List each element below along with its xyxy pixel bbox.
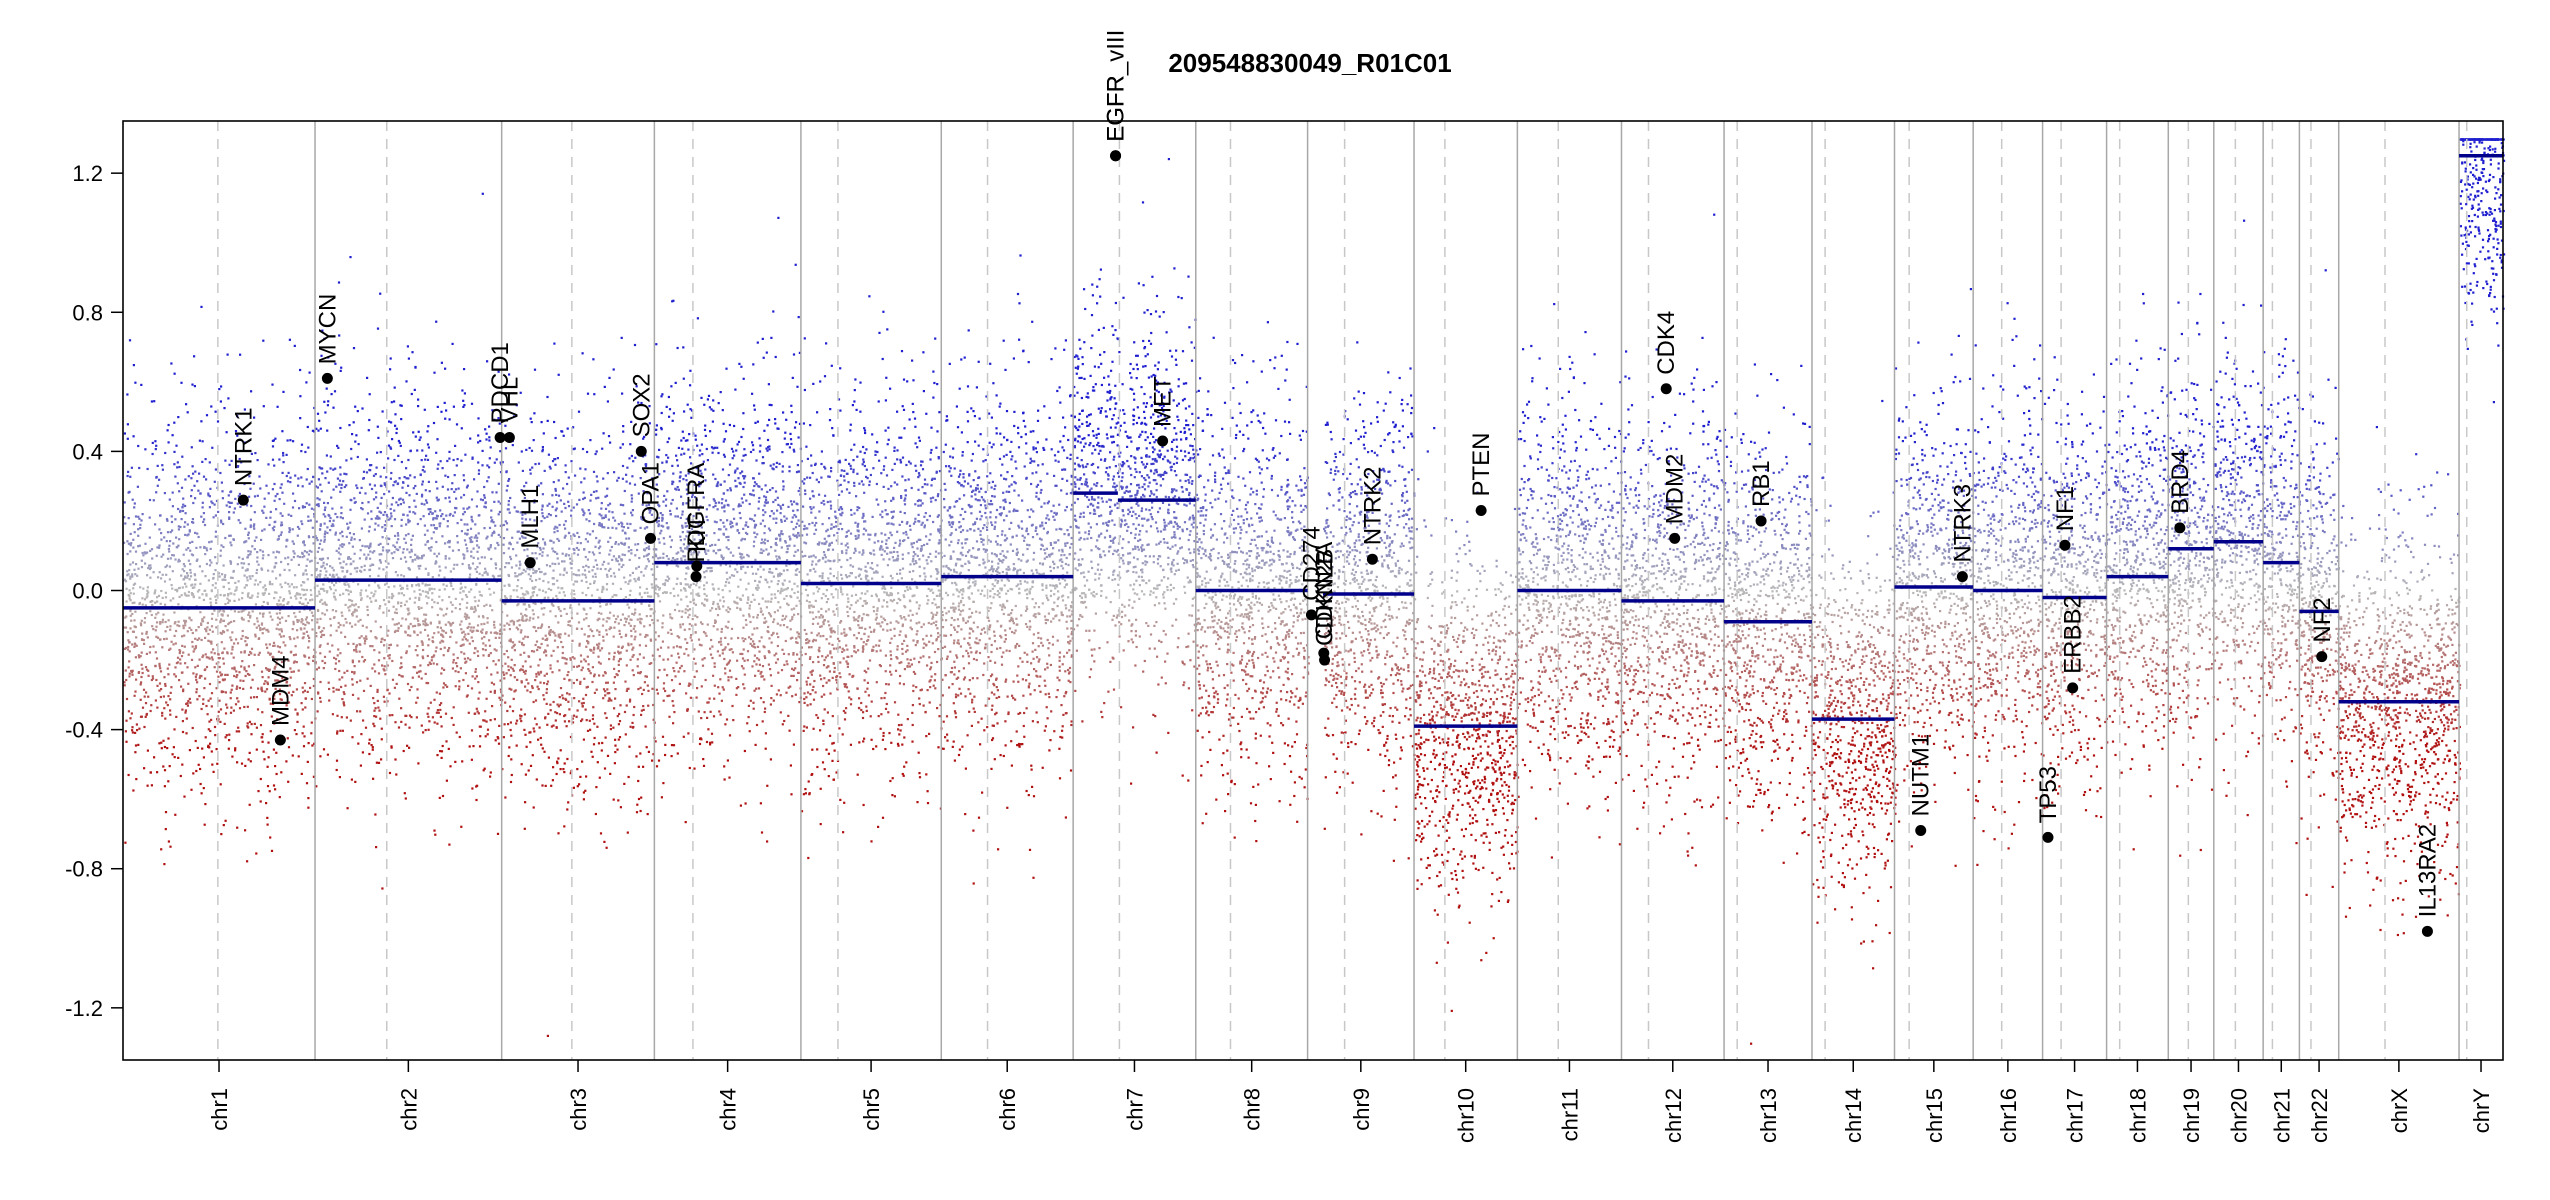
axes-layer: chr1 chr2 chr3 chr4 chr5 chr6 chr7 chr8 chr9 chr1…: [65, 120, 2504, 1143]
chromosome-label: chr19: [2179, 1088, 2204, 1143]
gene-label: OPA1: [638, 462, 665, 524]
chromosome-label: chr10: [1454, 1088, 1479, 1143]
gene-label: MDM2: [1662, 454, 1689, 525]
gene-label: EGFR_vIII: [1103, 30, 1130, 142]
chromosome-label: chr3: [566, 1088, 591, 1131]
gene-marker: [1755, 515, 1767, 527]
gene-marker: [494, 431, 506, 443]
chromosome-label: chr8: [1240, 1088, 1265, 1131]
gene-marker: [1110, 150, 1122, 162]
gene-label: CDKN2A: [1311, 542, 1338, 639]
gene-label: CDK4: [1653, 311, 1680, 375]
gene-label: NUTM1: [1908, 734, 1935, 817]
gene-marker: [1669, 532, 1681, 544]
gene-label: ERBB2: [2060, 595, 2087, 674]
gene-marker: [1157, 435, 1169, 447]
gene-marker: [691, 560, 703, 572]
gene-marker: [2067, 682, 2079, 694]
chromosome-label: chr22: [2307, 1088, 2332, 1143]
gene-label: BRD4: [2167, 450, 2194, 514]
gene-label: MYCN: [314, 294, 341, 365]
gene-marker: [1475, 505, 1487, 517]
gene-marker: [645, 532, 657, 544]
chromosome-label: chrY: [2469, 1088, 2494, 1134]
gene-marker: [274, 734, 286, 746]
gene-marker: [1319, 654, 1331, 666]
chromosome-label: chr2: [396, 1088, 421, 1131]
gene-label: KIT: [684, 514, 711, 552]
gene-label: IL13RA2: [2414, 824, 2441, 917]
gene-label: NTRK2: [1359, 467, 1386, 546]
probe-dots-layer: [123, 138, 2506, 1045]
gene-label: CD274: [1298, 526, 1325, 601]
chromosome-label: chr4: [716, 1088, 741, 1131]
chromosome-label: chr18: [2125, 1088, 2150, 1143]
chromosome-label: chr17: [2063, 1088, 2088, 1143]
y-tick-label: 0.4: [72, 439, 103, 464]
gene-label: MLH1: [517, 485, 544, 549]
gene-label: NTRK1: [230, 407, 257, 486]
chromosome-label: chr16: [1996, 1088, 2021, 1143]
chromosome-label: chr11: [1557, 1088, 1582, 1141]
gene-label: NF2: [2309, 597, 2336, 642]
chromosome-label: chr12: [1661, 1088, 1686, 1143]
gene-marker: [690, 571, 702, 583]
gene-label: PTEN: [1468, 432, 1495, 496]
gene-label: TP53: [2035, 766, 2062, 823]
gene-marker: [503, 431, 515, 443]
gene-label: EGFR: [1103, 75, 1130, 142]
gene-marker: [237, 494, 249, 506]
gene-marker: [2421, 925, 2433, 937]
segments-layer: [123, 154, 2503, 728]
gene-label: NF1: [2052, 486, 2079, 531]
y-tick-label: 0.0: [72, 579, 103, 604]
gene-marker: [321, 372, 333, 384]
y-tick-label: 0.8: [72, 300, 103, 325]
gene-label: RB1: [1748, 460, 1775, 507]
chromosome-lines-layer: [217, 121, 2468, 1060]
gene-marker: [1956, 571, 1968, 583]
gene-marker: [1915, 824, 1927, 836]
chromosome-label: chr21: [2269, 1088, 2294, 1143]
gene-marker: [1660, 383, 1672, 395]
gene-label: SOX2: [628, 373, 655, 437]
chromosome-label: chr7: [1122, 1088, 1147, 1131]
chromosome-label: chr9: [1349, 1088, 1374, 1131]
chromosome-label: chr14: [1841, 1088, 1866, 1143]
chromosome-label: chr13: [1756, 1088, 1781, 1143]
gene-label: PDCD1: [487, 342, 514, 423]
gene-label: NTRK3: [1949, 484, 1976, 563]
gene-marker: [1366, 553, 1378, 565]
gene-label: MET: [1150, 376, 1177, 427]
gene-marker: [635, 445, 647, 457]
gene-marker: [2316, 651, 2328, 663]
y-tick-label: 1.2: [72, 161, 103, 186]
chromosome-label: chr5: [859, 1088, 884, 1131]
gene-marker: [2059, 539, 2071, 551]
gene-marker: [2042, 831, 2054, 843]
gene-marker: [524, 557, 536, 569]
chart-title: 209548830049_R01C01: [1168, 48, 1451, 78]
chromosome-label: chr1: [207, 1088, 232, 1131]
gene-label: CDKN2B: [1312, 549, 1339, 646]
gene-marker: [1305, 609, 1317, 621]
chromosome-label: chr15: [1922, 1088, 1947, 1143]
y-tick-label: -0.4: [65, 718, 103, 743]
gene-label: VHL: [496, 377, 523, 424]
gene-label: PDGFRA: [683, 463, 710, 563]
chromosome-label: chr20: [2226, 1088, 2251, 1143]
gene-marker: [2174, 522, 2186, 534]
y-tick-label: -0.8: [65, 857, 103, 882]
chromosome-label: chrX: [2387, 1088, 2412, 1134]
y-tick-label: -1.2: [65, 996, 103, 1021]
chromosome-label: chr6: [995, 1088, 1020, 1131]
gene-label: MDM4: [267, 655, 294, 726]
